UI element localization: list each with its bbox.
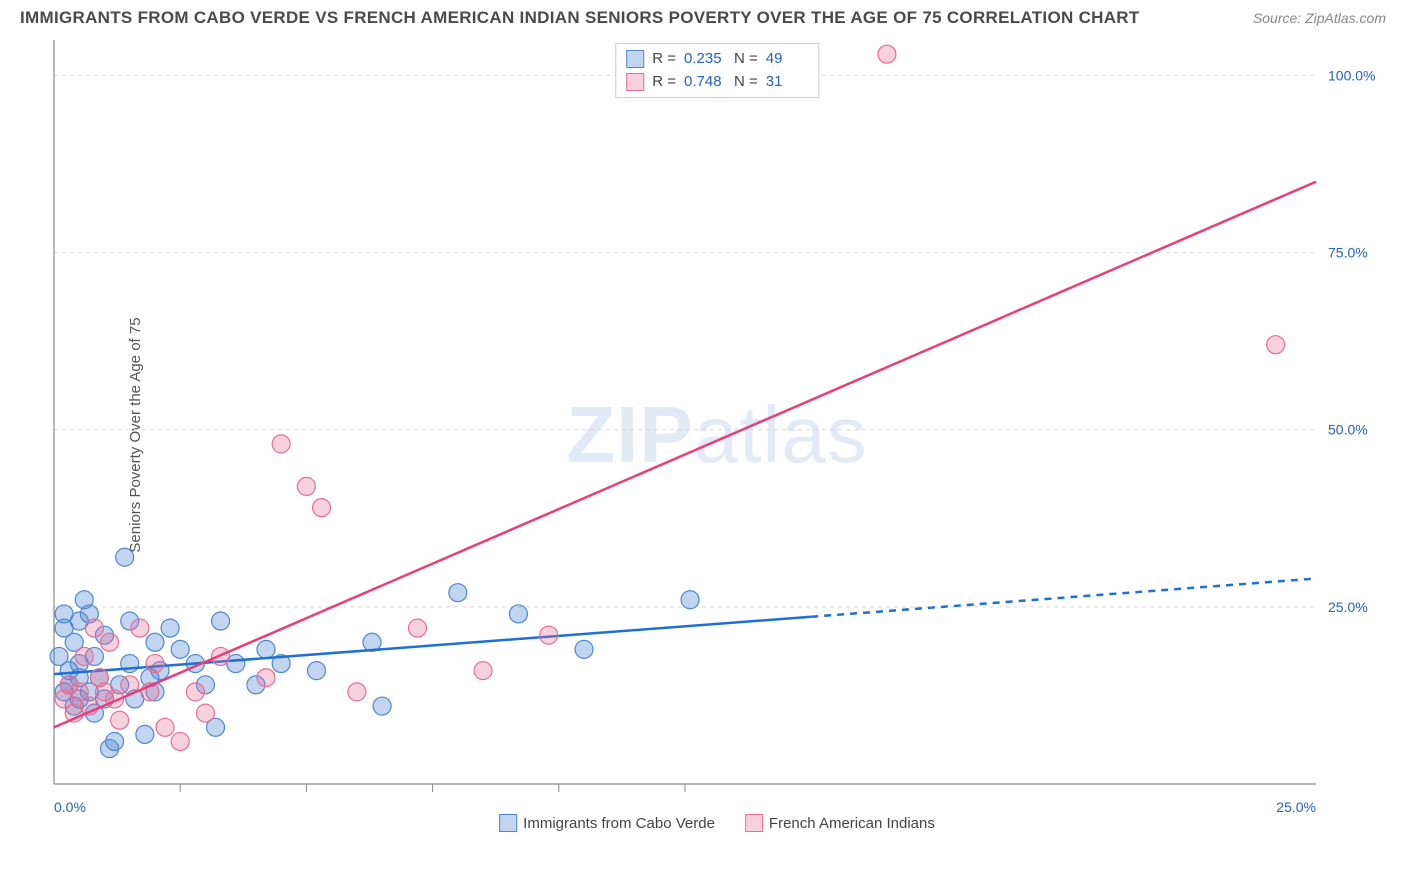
scatter-point: [116, 548, 134, 566]
legend-item: Immigrants from Cabo Verde: [499, 814, 715, 832]
scatter-point: [156, 718, 174, 736]
r-label: R =: [652, 48, 676, 71]
scatter-point: [449, 584, 467, 602]
scatter-point: [212, 612, 230, 630]
scatter-point: [171, 732, 189, 750]
scatter-point: [313, 499, 331, 517]
stats-row: R = 0.235 N = 49: [626, 48, 808, 71]
scatter-point: [196, 704, 214, 722]
scatter-point: [474, 662, 492, 680]
x-tick-label: 0.0%: [54, 799, 86, 815]
r-label: R =: [652, 71, 676, 94]
scatter-point: [297, 477, 315, 495]
scatter-point: [681, 591, 699, 609]
scatter-point: [272, 435, 290, 453]
scatter-point: [85, 619, 103, 637]
legend-label: Immigrants from Cabo Verde: [523, 815, 715, 832]
n-value: 31: [766, 71, 808, 94]
scatter-point: [146, 633, 164, 651]
trend-line-dashed: [811, 579, 1316, 617]
scatter-point: [540, 626, 558, 644]
scatter-point: [106, 732, 124, 750]
r-value: 0.748: [684, 71, 726, 94]
scatter-point: [101, 633, 119, 651]
scatter-point: [878, 45, 896, 63]
stats-box: R = 0.235 N = 49 R = 0.748 N = 31: [615, 43, 819, 98]
scatter-point: [348, 683, 366, 701]
y-tick-label: 25.0%: [1328, 599, 1368, 615]
series-swatch: [499, 814, 517, 832]
scatter-point: [146, 655, 164, 673]
stats-row: R = 0.748 N = 31: [626, 71, 808, 94]
y-tick-label: 50.0%: [1328, 422, 1368, 438]
scatter-point: [136, 725, 154, 743]
r-value: 0.235: [684, 48, 726, 71]
chart-area: Seniors Poverty Over the Age of 75 ZIPat…: [48, 40, 1386, 830]
legend-item: French American Indians: [745, 814, 935, 832]
legend: Immigrants from Cabo Verde French America…: [499, 814, 935, 832]
scatter-point: [186, 683, 204, 701]
n-value: 49: [766, 48, 808, 71]
scatter-point: [131, 619, 149, 637]
scatter-point: [408, 619, 426, 637]
scatter-point: [509, 605, 527, 623]
series-swatch: [745, 814, 763, 832]
scatter-point: [373, 697, 391, 715]
scatter-point: [257, 640, 275, 658]
n-label: N =: [734, 48, 758, 71]
scatter-point: [161, 619, 179, 637]
y-tick-label: 100.0%: [1328, 67, 1375, 83]
scatter-point: [111, 711, 129, 729]
scatter-point: [75, 647, 93, 665]
series-swatch: [626, 50, 644, 68]
scatter-point: [1267, 336, 1285, 354]
y-tick-label: 75.0%: [1328, 245, 1368, 261]
chart-title: IMMIGRANTS FROM CABO VERDE VS FRENCH AME…: [20, 8, 1140, 28]
x-tick-label: 25.0%: [1276, 799, 1316, 815]
legend-label: French American Indians: [769, 815, 935, 832]
scatter-point: [171, 640, 189, 658]
series-swatch: [626, 73, 644, 91]
scatter-point: [575, 640, 593, 658]
scatter-point: [307, 662, 325, 680]
scatter-point: [257, 669, 275, 687]
n-label: N =: [734, 71, 758, 94]
trend-line: [54, 182, 1316, 728]
scatter-plot: 25.0% 50.0% 75.0% 100.0% 0.0% 25.0%: [48, 40, 1386, 830]
source-label: Source: ZipAtlas.com: [1253, 10, 1386, 26]
